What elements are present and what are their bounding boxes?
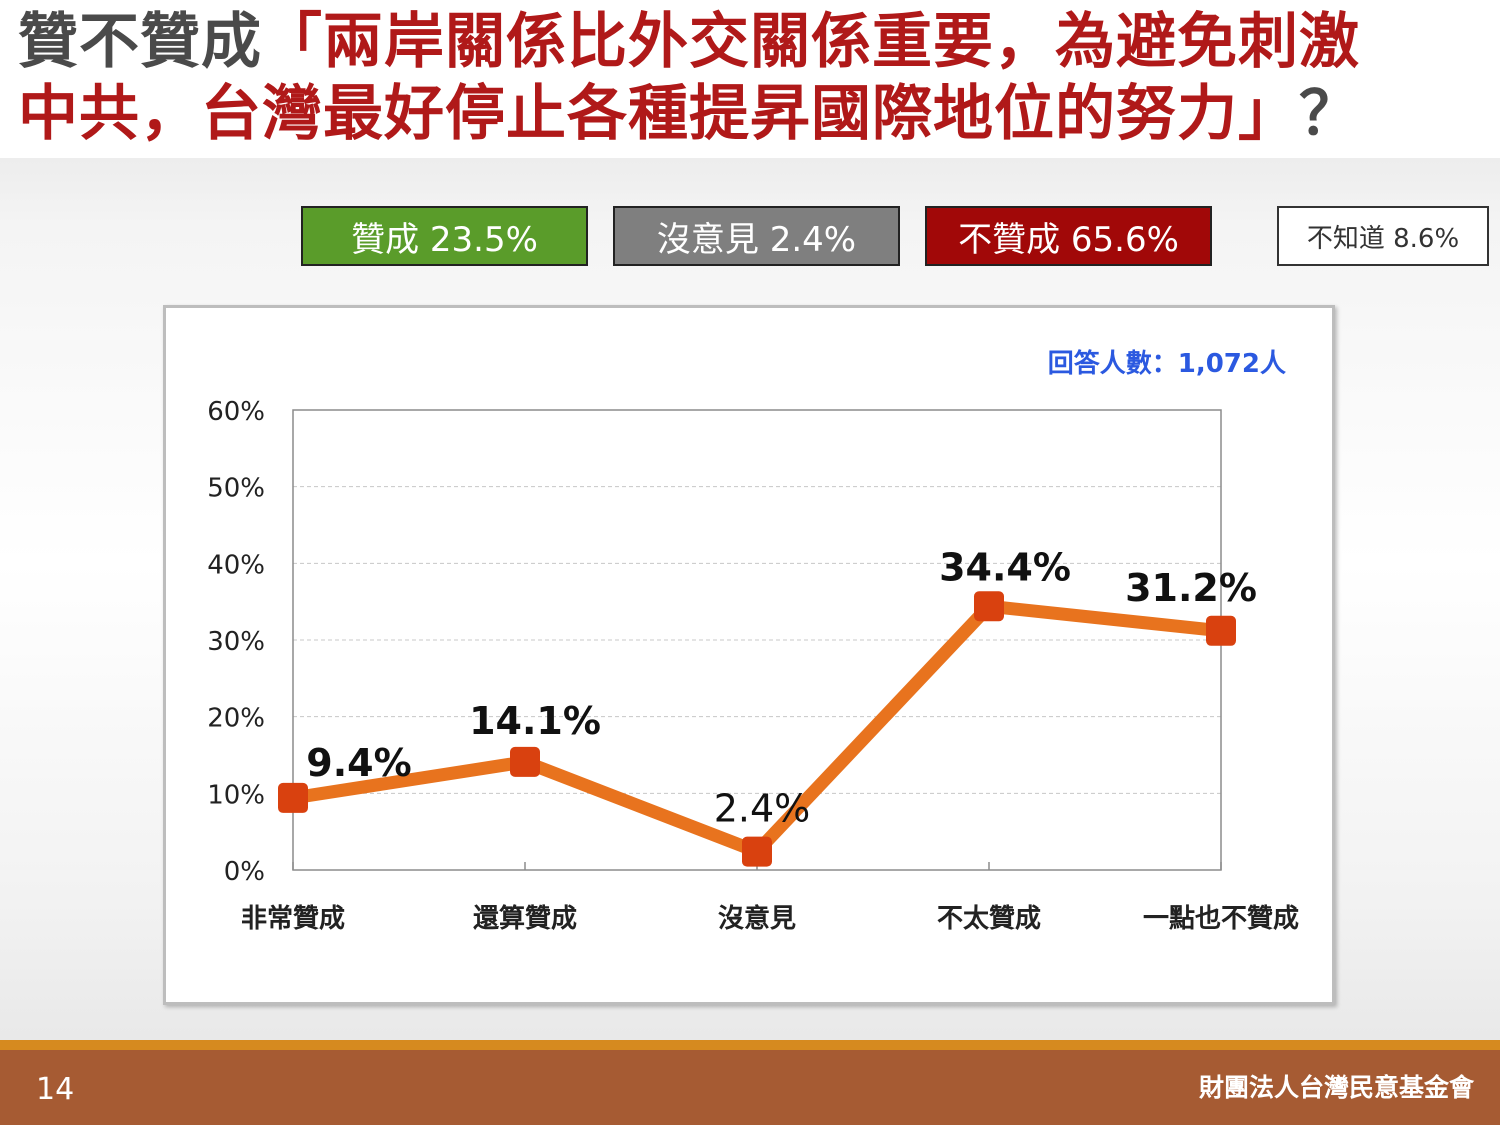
footer-stripe bbox=[0, 1040, 1500, 1050]
chart-panel: 回答人數：1,072人 0% 10% 20% 30% 40% 50% 60% 非常贊成 還算贊成 沒… bbox=[163, 305, 1335, 1005]
legend-agree: 贊成 23.5% bbox=[301, 206, 588, 266]
line-chart: 回答人數：1,072人 0% 10% 20% 30% 40% 50% 60% 非常贊成 還算贊成 沒… bbox=[207, 348, 1299, 934]
title-line2-highlight: 台灣最好停止各種提昇國際地位的努力」 bbox=[201, 79, 1299, 149]
x-category-label: 沒意見 bbox=[718, 903, 796, 934]
y-tick-label: 20% bbox=[207, 704, 265, 734]
title-line2-prefix: 中共， bbox=[18, 79, 201, 149]
y-tick-label: 30% bbox=[207, 627, 265, 657]
data-point-marker bbox=[742, 836, 772, 867]
data-point-marker bbox=[974, 591, 1004, 622]
x-category-label: 一點也不贊成 bbox=[1143, 904, 1299, 934]
data-point-marker bbox=[1206, 615, 1236, 646]
y-tick-label: 50% bbox=[207, 474, 265, 504]
sample-size-note: 回答人數：1,072人 bbox=[1048, 348, 1286, 379]
title-quote-line1: 「兩岸關係比外交關係重要，為避免刺激 bbox=[262, 7, 1360, 77]
data-point-marker bbox=[278, 782, 308, 813]
data-label: 9.4% bbox=[306, 741, 411, 785]
data-label: 31.2% bbox=[1125, 566, 1257, 610]
data-label: 14.1% bbox=[469, 699, 601, 743]
organization-name: 財團法人台灣民意基金會 bbox=[1198, 1073, 1474, 1102]
page-title: 贊不贊成「兩岸關係比外交關係重要，為避免刺激 中共，台灣最好停止各種提昇國際地位… bbox=[18, 6, 1488, 150]
page-number: 14 bbox=[36, 1072, 75, 1107]
data-label: 34.4% bbox=[939, 545, 1071, 589]
data-label: 2.4% bbox=[714, 787, 811, 831]
legend-disagree: 不贊成 65.6% bbox=[925, 206, 1212, 266]
x-category-label: 非常贊成 bbox=[241, 904, 345, 934]
data-point-marker bbox=[510, 746, 540, 777]
x-category-label: 還算贊成 bbox=[473, 903, 577, 934]
y-tick-label: 10% bbox=[207, 780, 265, 810]
title-line2-suffix: ？ bbox=[1299, 79, 1360, 149]
y-tick-label: 60% bbox=[207, 397, 265, 427]
y-tick-label: 0% bbox=[224, 857, 265, 887]
y-tick-label: 40% bbox=[207, 550, 265, 580]
legend-neutral: 沒意見 2.4% bbox=[613, 206, 900, 266]
header: 贊不贊成「兩岸關係比外交關係重要，為避免刺激 中共，台灣最好停止各種提昇國際地位… bbox=[0, 0, 1500, 158]
legend-unknown: 不知道 8.6% bbox=[1277, 206, 1489, 266]
footer: 14 財團法人台灣民意基金會 bbox=[0, 1050, 1500, 1125]
title-prefix: 贊不贊成 bbox=[18, 7, 262, 77]
x-category-label: 不太贊成 bbox=[937, 904, 1041, 934]
